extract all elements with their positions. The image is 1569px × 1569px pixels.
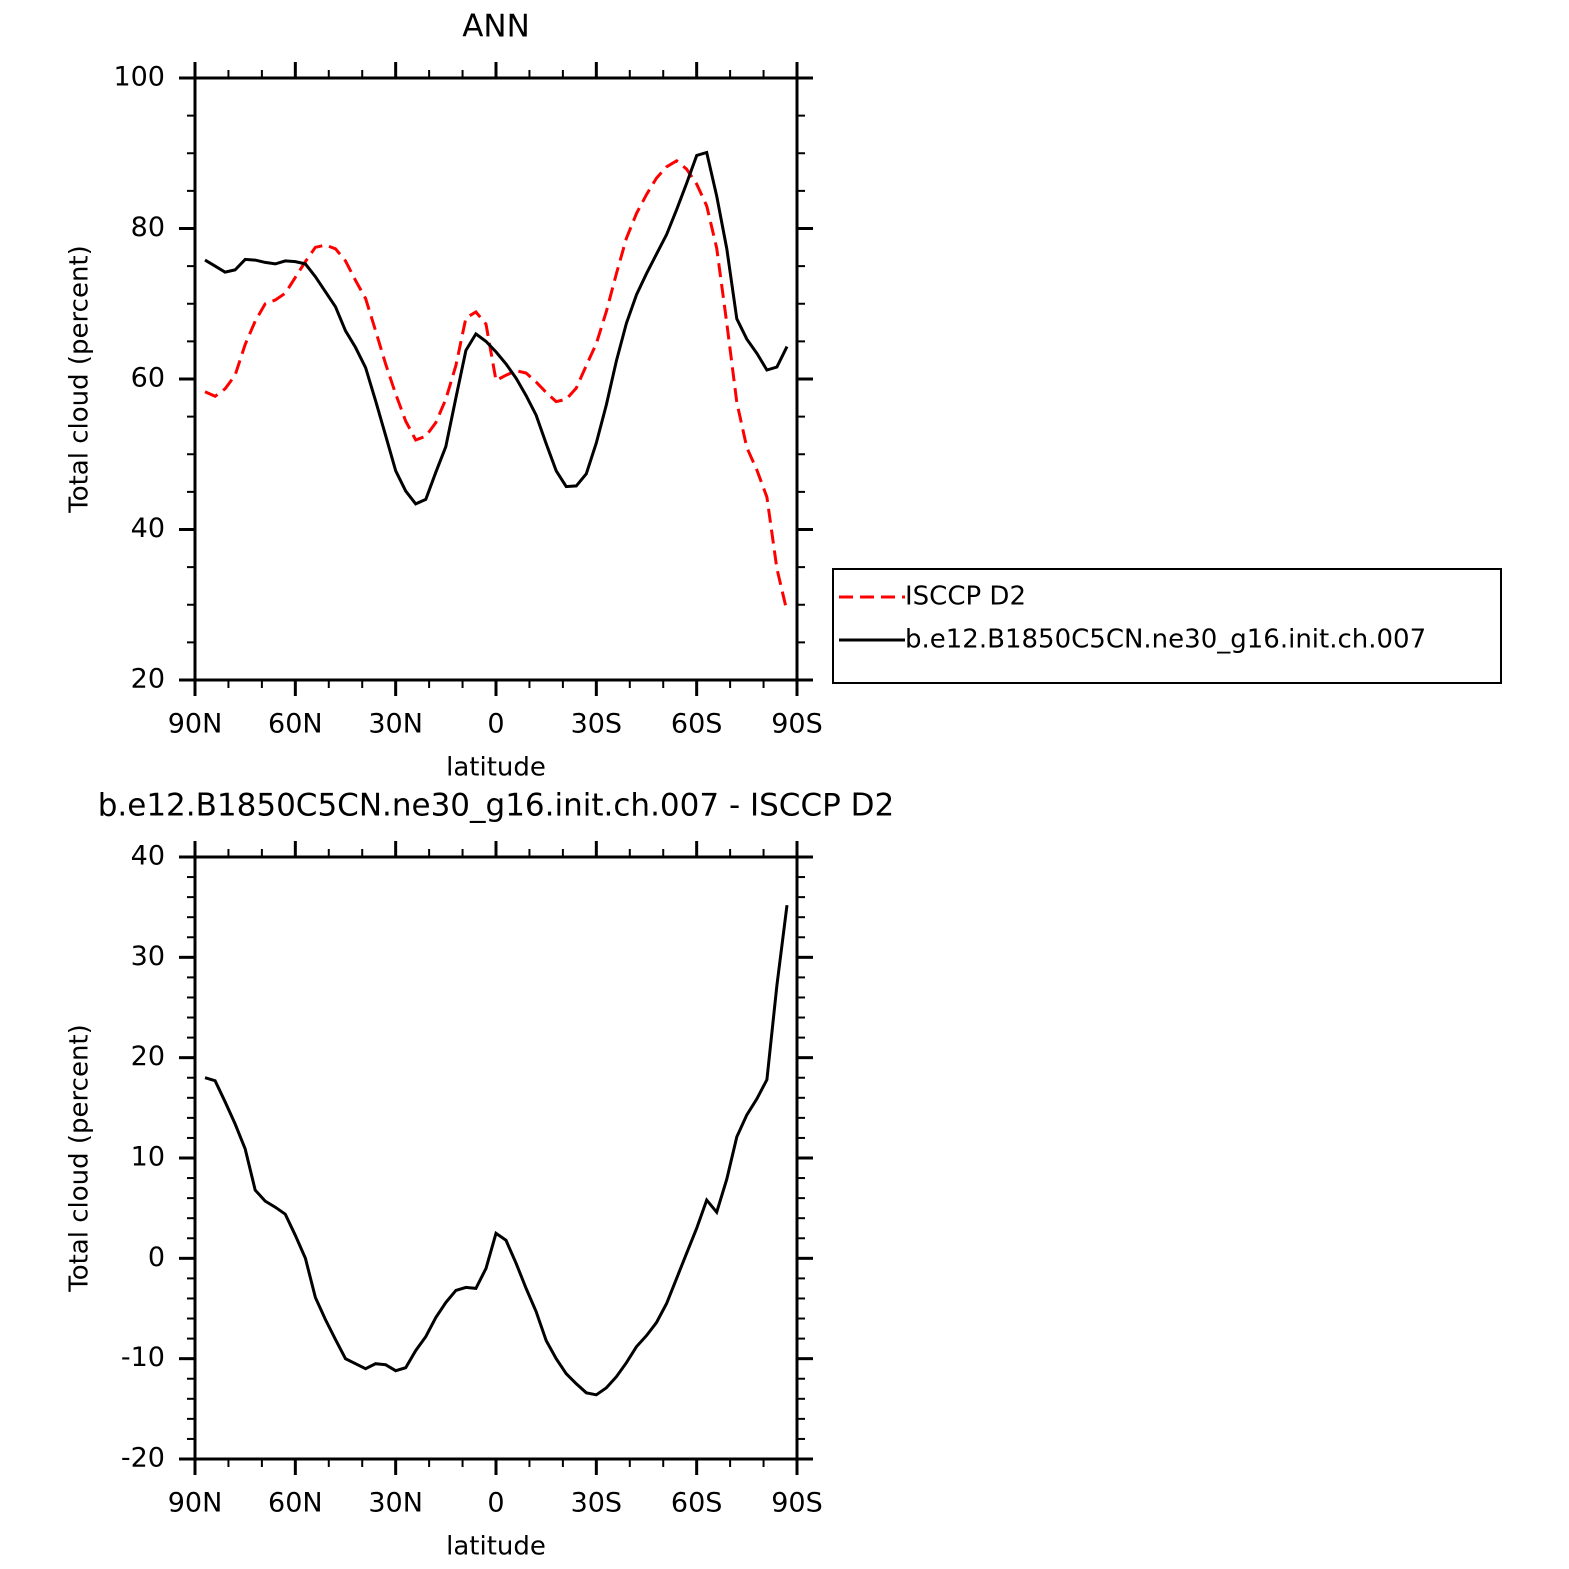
x-tick-label: 30S xyxy=(571,1488,623,1519)
legend-label: b.e12.B1850C5CN.ne30_g16.init.ch.007 xyxy=(905,625,1426,655)
legend-label: ISCCP D2 xyxy=(905,582,1026,612)
x-tick-label: 60S xyxy=(671,709,723,740)
y-tick-label: 20 xyxy=(131,1041,165,1072)
data-line xyxy=(204,150,789,506)
legend-box xyxy=(832,568,1502,684)
y-axis-label: Total cloud (percent) xyxy=(65,245,95,514)
chart-title: ANN xyxy=(462,9,530,45)
x-tick-label: 0 xyxy=(487,1488,504,1519)
y-tick-label: 10 xyxy=(131,1142,165,1173)
x-tick-label: 90S xyxy=(771,1488,823,1519)
y-tick-label: 40 xyxy=(131,841,165,872)
y-tick-label: 20 xyxy=(131,664,165,695)
y-tick-label: 30 xyxy=(131,941,165,972)
x-tick-label: 90N xyxy=(168,709,223,740)
plot-frame xyxy=(193,76,799,682)
x-tick-label: 30N xyxy=(368,709,423,740)
x-tick-label: 60S xyxy=(671,1488,723,1519)
x-tick-label: 60N xyxy=(268,709,323,740)
y-tick-label: 80 xyxy=(131,212,165,243)
y-tick-label: 60 xyxy=(131,363,165,394)
data-line xyxy=(204,905,789,1397)
chart-title: b.e12.B1850C5CN.ne30_g16.init.ch.007 - I… xyxy=(98,788,895,824)
x-tick-label: 60N xyxy=(268,1488,323,1519)
x-axis-label: latitude xyxy=(446,1532,546,1562)
x-tick-label: 30N xyxy=(368,1488,423,1519)
y-tick-label: 100 xyxy=(113,62,165,93)
plot-frame xyxy=(193,855,799,1461)
x-axis-label: latitude xyxy=(446,753,546,783)
x-tick-label: 90N xyxy=(168,1488,223,1519)
y-tick-label: -20 xyxy=(121,1443,165,1474)
data-line xyxy=(204,158,789,612)
x-tick-label: 0 xyxy=(487,709,504,740)
y-axis-label: Total cloud (percent) xyxy=(65,1024,95,1293)
x-tick-label: 30S xyxy=(571,709,623,740)
x-tick-label: 90S xyxy=(771,709,823,740)
y-tick-label: -10 xyxy=(121,1342,165,1373)
y-tick-label: 0 xyxy=(148,1242,165,1273)
y-tick-label: 40 xyxy=(131,513,165,544)
